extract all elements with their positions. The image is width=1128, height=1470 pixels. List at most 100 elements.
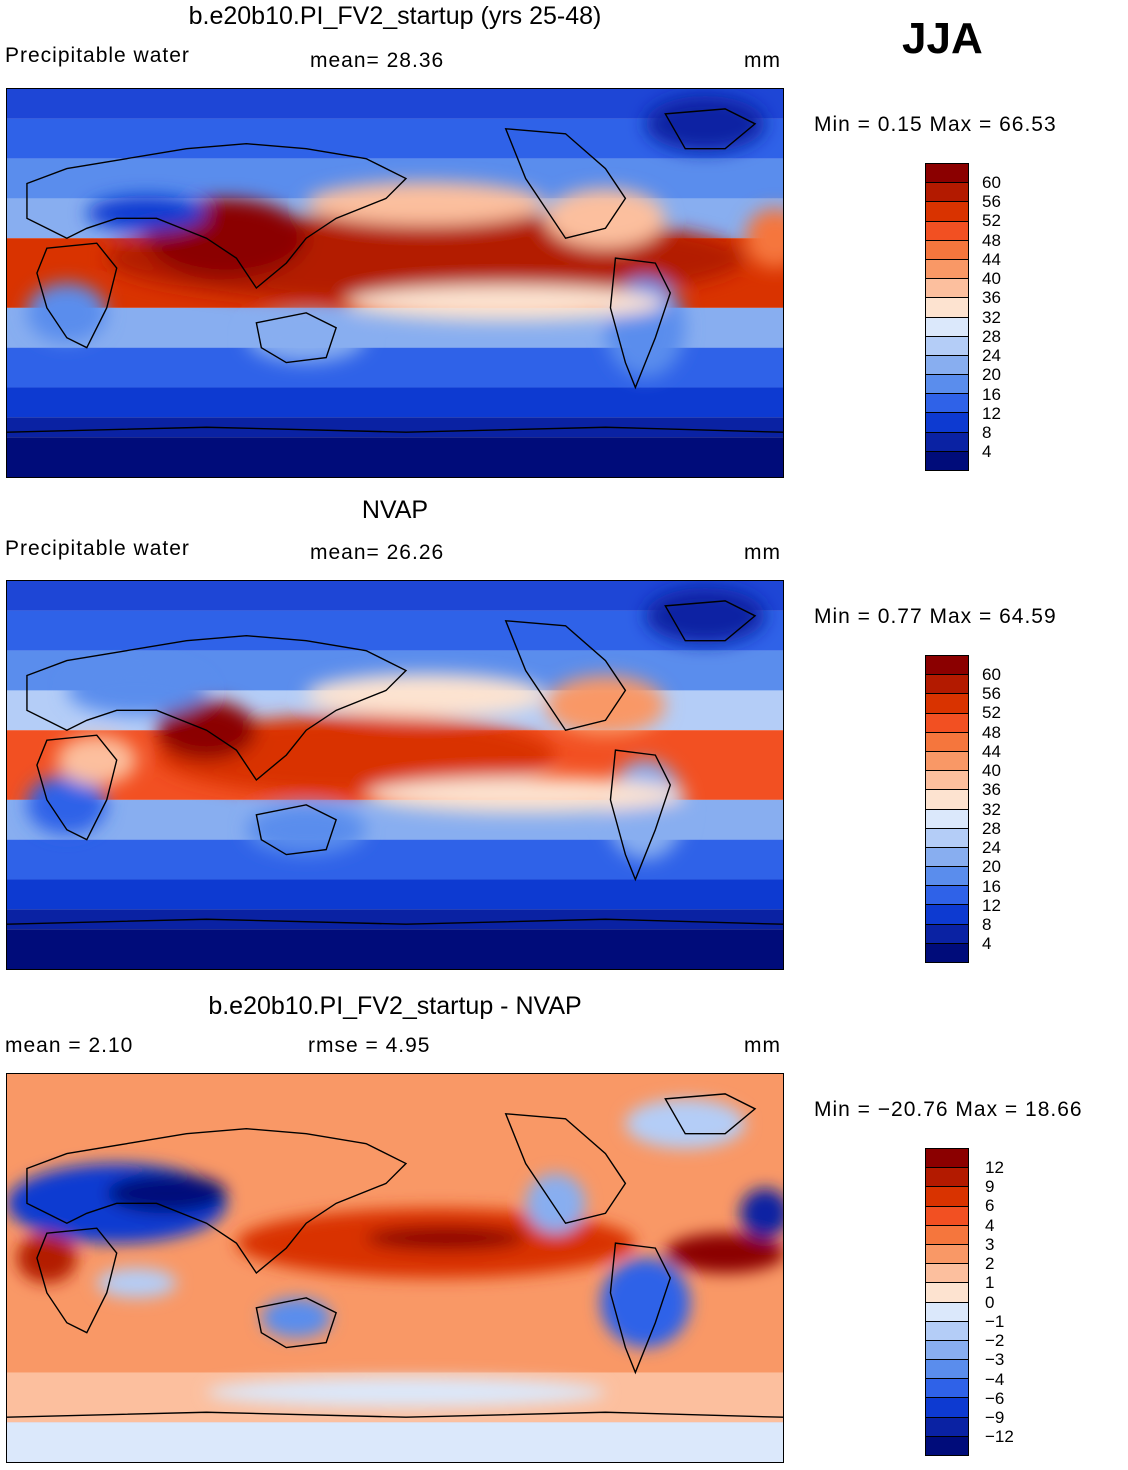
panel2-title: NVAP	[361, 496, 429, 524]
colorbar-cell	[926, 885, 968, 905]
colorbar-cell	[926, 412, 968, 432]
colorbar-cell	[926, 1149, 968, 1168]
colorbar-cell	[926, 942, 968, 962]
panel1-variable-label: Precipitable water	[5, 44, 190, 67]
colorbar-tick-label: 9	[985, 1177, 995, 1196]
colorbar-cell	[926, 1167, 968, 1187]
colorbar-cell	[926, 827, 968, 847]
colorbar-cell	[926, 770, 968, 790]
colorbar-cell	[926, 393, 968, 413]
colorbar-tick-label: 3	[985, 1235, 995, 1254]
colorbar-tick-label: 56	[982, 192, 1001, 211]
colorbar-tick-label: 36	[982, 288, 1001, 307]
colorbar-cell	[926, 374, 968, 394]
panel3-minmax: Min = −20.76 Max = 18.66	[814, 1098, 1083, 1121]
colorbar-tick-label: 40	[982, 761, 1001, 780]
colorbar-cell	[926, 450, 968, 470]
colorbar-tick-label: 40	[982, 269, 1001, 288]
colorbar-cell	[926, 1435, 968, 1455]
colorbar-tick-label: −9	[985, 1408, 1005, 1427]
colorbar-cell	[926, 335, 968, 355]
colorbar-cell	[926, 1416, 968, 1436]
colorbar-tick-label: 16	[982, 877, 1001, 896]
colorbar-cell	[926, 846, 968, 867]
panel1-title: b.e20b10.PI_FV2_startup (yrs 25-48)	[188, 2, 602, 30]
colorbar-tick-label: 12	[982, 896, 1001, 915]
panel1-units-label: mm	[744, 49, 781, 72]
colorbar-cell	[926, 674, 968, 694]
panel3-title: b.e20b10.PI_FV2_startup - NVAP	[208, 992, 582, 1020]
colorbar-tick-label: 16	[982, 385, 1001, 404]
colorbar-tick-label: 0	[985, 1293, 995, 1312]
colorbar-cell	[926, 182, 968, 202]
colorbar-tick-label: 48	[982, 231, 1001, 250]
colorbar-tick-label: 20	[982, 365, 1001, 384]
colorbar-tick-label: −4	[985, 1370, 1005, 1389]
colorbar-cell	[926, 278, 968, 298]
colorbar-cell	[926, 656, 968, 675]
colorbar-tick-label: 12	[982, 404, 1001, 423]
colorbar-tick-label: −12	[985, 1427, 1014, 1446]
colorbar-cell	[926, 1320, 968, 1340]
colorbar-cell	[926, 239, 968, 259]
colorbar-cell	[926, 1378, 968, 1398]
panel3-mean-label: mean = 2.10	[5, 1034, 134, 1057]
colorbar-cell	[926, 808, 968, 828]
panel3-colorbar	[925, 1148, 969, 1456]
colorbar-tick-label: 24	[982, 838, 1001, 857]
colorbar-tick-label: 60	[982, 665, 1001, 684]
colorbar-cell	[926, 1205, 968, 1225]
colorbar-cell	[926, 1243, 968, 1264]
colorbar-tick-label: 2	[985, 1254, 995, 1273]
colorbar-tick-label: −3	[985, 1350, 1005, 1369]
panel3-rmse-label: rmse = 4.95	[308, 1034, 431, 1057]
colorbar-cell	[926, 1186, 968, 1206]
colorbar-cell	[926, 712, 968, 732]
colorbar-tick-label: 24	[982, 346, 1001, 365]
panel1-map	[6, 88, 784, 478]
colorbar-tick-label: 52	[982, 211, 1001, 230]
colorbar-cell	[926, 731, 968, 751]
colorbar-tick-label: −6	[985, 1389, 1005, 1408]
colorbar-tick-label: 8	[982, 423, 992, 442]
colorbar-tick-label: 28	[982, 327, 1001, 346]
colorbar-tick-label: 32	[982, 308, 1001, 327]
colorbar-tick-label: 28	[982, 819, 1001, 838]
colorbar-cell	[926, 1224, 968, 1244]
panel2-variable-label: Precipitable water	[5, 537, 190, 560]
colorbar-tick-label: 36	[982, 780, 1001, 799]
colorbar-cell	[926, 789, 968, 809]
colorbar-cell	[926, 1263, 968, 1283]
colorbar-tick-label: 12	[985, 1158, 1004, 1177]
panel1-mean-label: mean= 28.36	[310, 49, 445, 72]
colorbar-cell	[926, 1301, 968, 1321]
colorbar-cell	[926, 904, 968, 924]
colorbar-cell	[926, 164, 968, 183]
colorbar-tick-label: 52	[982, 703, 1001, 722]
panel2-units-label: mm	[744, 541, 781, 564]
panel3-map	[6, 1073, 784, 1463]
colorbar-tick-label: 1	[985, 1273, 995, 1292]
colorbar-cell	[926, 750, 968, 771]
colorbar-cell	[926, 923, 968, 943]
colorbar-cell	[926, 1359, 968, 1379]
colorbar-cell	[926, 1339, 968, 1360]
colorbar-cell	[926, 1397, 968, 1417]
season-label: JJA	[902, 14, 983, 63]
colorbar-tick-label: 8	[982, 915, 992, 934]
colorbar-tick-label: 44	[982, 742, 1001, 761]
colorbar-tick-label: 60	[982, 173, 1001, 192]
colorbar-tick-label: −2	[985, 1331, 1005, 1350]
colorbar-tick-label: 4	[985, 1216, 995, 1235]
panel2-minmax: Min = 0.77 Max = 64.59	[814, 605, 1057, 628]
colorbar-tick-label: 4	[982, 442, 992, 461]
panel2-mean-label: mean= 26.26	[310, 541, 445, 564]
panel2-map	[6, 580, 784, 970]
colorbar-tick-label: 4	[982, 934, 992, 953]
colorbar-tick-label: 32	[982, 800, 1001, 819]
colorbar-cell	[926, 297, 968, 317]
colorbar-cell	[926, 431, 968, 451]
colorbar-tick-label: 20	[982, 857, 1001, 876]
panel1-minmax: Min = 0.15 Max = 66.53	[814, 113, 1057, 136]
colorbar-tick-label: 56	[982, 684, 1001, 703]
